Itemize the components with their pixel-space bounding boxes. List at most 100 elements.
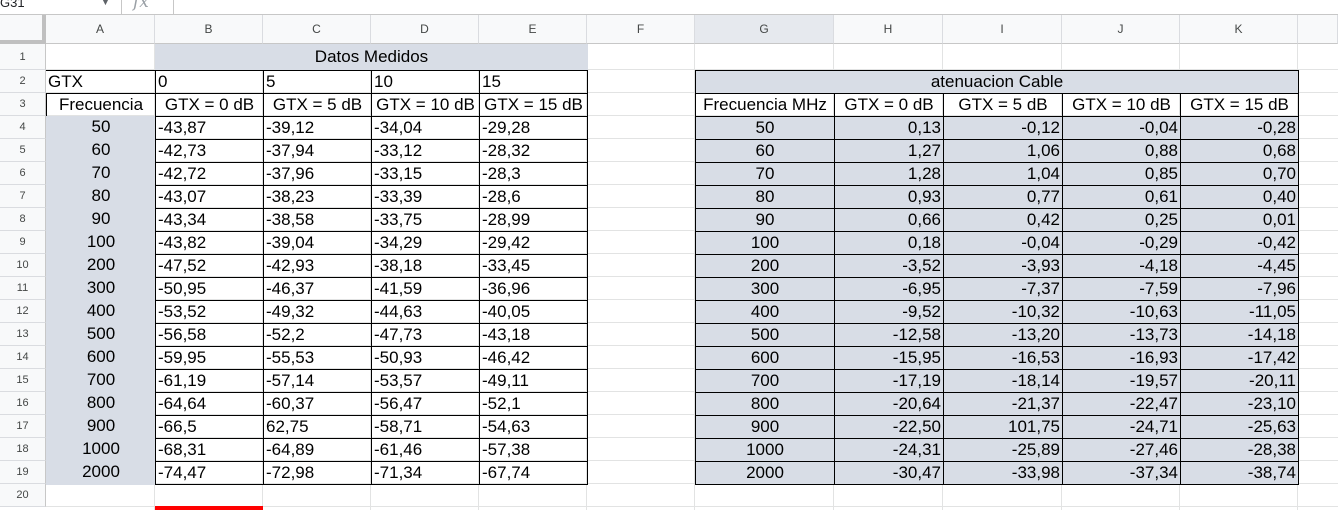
- select-all-corner[interactable]: [0, 15, 46, 44]
- right-data-cell[interactable]: -20,11: [1180, 369, 1299, 393]
- right-data-cell[interactable]: -0,04: [1062, 116, 1181, 140]
- left-data-cell[interactable]: -34,04: [371, 116, 480, 140]
- left-col-header[interactable]: GTX = 10 dB: [371, 93, 480, 117]
- row-header-17[interactable]: 17: [0, 415, 46, 438]
- right-freq-cell[interactable]: 200: [695, 254, 835, 278]
- left-col-header[interactable]: GTX = 15 dB: [479, 93, 588, 117]
- row-header-3[interactable]: 3: [0, 93, 46, 116]
- left-freq-cell[interactable]: 600: [46, 346, 156, 370]
- column-header-h[interactable]: H: [834, 15, 943, 44]
- left-freq-cell[interactable]: 900: [46, 415, 156, 439]
- right-data-cell[interactable]: -16,93: [1062, 346, 1181, 370]
- right-freq-header[interactable]: Frecuencia MHz: [695, 93, 835, 117]
- right-data-cell[interactable]: -6,95: [834, 277, 944, 301]
- right-data-cell[interactable]: 0,85: [1062, 162, 1181, 186]
- left-freq-cell[interactable]: 60: [46, 139, 156, 163]
- right-freq-cell[interactable]: 90: [695, 208, 835, 232]
- row-header-13[interactable]: 13: [0, 323, 46, 346]
- right-freq-cell[interactable]: 50: [695, 116, 835, 140]
- left-data-cell[interactable]: -59,95: [155, 346, 264, 370]
- right-data-cell[interactable]: -3,52: [834, 254, 944, 278]
- right-data-cell[interactable]: -23,10: [1180, 392, 1299, 416]
- right-data-cell[interactable]: -38,74: [1180, 461, 1299, 485]
- right-data-cell[interactable]: -13,20: [943, 323, 1063, 347]
- right-data-cell[interactable]: -15,95: [834, 346, 944, 370]
- right-data-cell[interactable]: -7,59: [1062, 277, 1181, 301]
- right-freq-cell[interactable]: 300: [695, 277, 835, 301]
- right-data-cell[interactable]: 0,25: [1062, 208, 1181, 232]
- right-data-cell[interactable]: 0,42: [943, 208, 1063, 232]
- column-header-k[interactable]: K: [1180, 15, 1298, 44]
- right-data-cell[interactable]: 0,68: [1180, 139, 1299, 163]
- left-data-cell[interactable]: -68,31: [155, 438, 264, 462]
- right-data-cell[interactable]: 1,04: [943, 162, 1063, 186]
- left-data-cell[interactable]: -33,39: [371, 185, 480, 209]
- row-header-4[interactable]: 4: [0, 116, 46, 139]
- gtx-value[interactable]: 10: [371, 70, 480, 94]
- left-freq-cell[interactable]: 2000: [46, 461, 156, 485]
- left-freq-cell[interactable]: 50: [46, 116, 156, 140]
- left-data-cell[interactable]: -33,45: [479, 254, 588, 278]
- left-data-cell[interactable]: -49,32: [263, 300, 372, 324]
- freq-header[interactable]: Frecuencia: [46, 93, 156, 117]
- right-freq-cell[interactable]: 70: [695, 162, 835, 186]
- right-col-header[interactable]: GTX = 0 dB: [834, 93, 944, 117]
- right-data-cell[interactable]: -13,73: [1062, 323, 1181, 347]
- left-data-cell[interactable]: -64,64: [155, 392, 264, 416]
- left-data-cell[interactable]: -42,93: [263, 254, 372, 278]
- right-data-cell[interactable]: -4,18: [1062, 254, 1181, 278]
- right-data-cell[interactable]: -25,89: [943, 438, 1063, 462]
- right-data-cell[interactable]: 0,61: [1062, 185, 1181, 209]
- column-header-i[interactable]: I: [943, 15, 1062, 44]
- left-data-cell[interactable]: -74,47: [155, 461, 264, 485]
- left-data-cell[interactable]: -39,04: [263, 231, 372, 255]
- left-data-cell[interactable]: -39,12: [263, 116, 372, 140]
- left-data-cell[interactable]: -64,89: [263, 438, 372, 462]
- left-freq-cell[interactable]: 80: [46, 185, 156, 209]
- right-data-cell[interactable]: -0,28: [1180, 116, 1299, 140]
- right-data-cell[interactable]: -7,37: [943, 277, 1063, 301]
- row-header-15[interactable]: 15: [0, 369, 46, 392]
- right-data-cell[interactable]: 0,88: [1062, 139, 1181, 163]
- left-col-header[interactable]: GTX = 0 dB: [155, 93, 264, 117]
- left-data-cell[interactable]: -38,23: [263, 185, 372, 209]
- left-data-cell[interactable]: -43,07: [155, 185, 264, 209]
- left-data-cell[interactable]: -53,57: [371, 369, 480, 393]
- column-header-d[interactable]: D: [371, 15, 479, 44]
- left-freq-cell[interactable]: 800: [46, 392, 156, 416]
- row-header-16[interactable]: 16: [0, 392, 46, 415]
- right-data-cell[interactable]: -22,47: [1062, 392, 1181, 416]
- left-data-cell[interactable]: -52,2: [263, 323, 372, 347]
- left-col-header[interactable]: GTX = 5 dB: [263, 93, 372, 117]
- gtx-value[interactable]: 5: [263, 70, 372, 94]
- right-data-cell[interactable]: 0,77: [943, 185, 1063, 209]
- right-data-cell[interactable]: -0,29: [1062, 231, 1181, 255]
- right-data-cell[interactable]: 0,01: [1180, 208, 1299, 232]
- row-header-10[interactable]: 10: [0, 254, 46, 277]
- right-freq-cell[interactable]: 800: [695, 392, 835, 416]
- right-freq-cell[interactable]: 100: [695, 231, 835, 255]
- left-data-cell[interactable]: -33,75: [371, 208, 480, 232]
- column-header-b[interactable]: B: [155, 15, 263, 44]
- left-data-cell[interactable]: -42,72: [155, 162, 264, 186]
- left-data-cell[interactable]: -53,52: [155, 300, 264, 324]
- row-header-8[interactable]: 8: [0, 208, 46, 231]
- left-data-cell[interactable]: -72,98: [263, 461, 372, 485]
- gtx-label[interactable]: GTX: [46, 70, 156, 94]
- right-data-cell[interactable]: -4,45: [1180, 254, 1299, 278]
- right-data-cell[interactable]: -27,46: [1062, 438, 1181, 462]
- right-data-cell[interactable]: -24,31: [834, 438, 944, 462]
- left-data-cell[interactable]: -43,34: [155, 208, 264, 232]
- row-header-7[interactable]: 7: [0, 185, 46, 208]
- left-data-cell[interactable]: -60,37: [263, 392, 372, 416]
- row-header-14[interactable]: 14: [0, 346, 46, 369]
- left-data-cell[interactable]: -38,18: [371, 254, 480, 278]
- left-data-cell[interactable]: -36,96: [479, 277, 588, 301]
- right-data-cell[interactable]: -21,37: [943, 392, 1063, 416]
- left-data-cell[interactable]: -46,37: [263, 277, 372, 301]
- right-data-cell[interactable]: 0,66: [834, 208, 944, 232]
- right-data-cell[interactable]: -19,57: [1062, 369, 1181, 393]
- right-data-cell[interactable]: -17,42: [1180, 346, 1299, 370]
- left-freq-cell[interactable]: 70: [46, 162, 156, 186]
- right-freq-cell[interactable]: 600: [695, 346, 835, 370]
